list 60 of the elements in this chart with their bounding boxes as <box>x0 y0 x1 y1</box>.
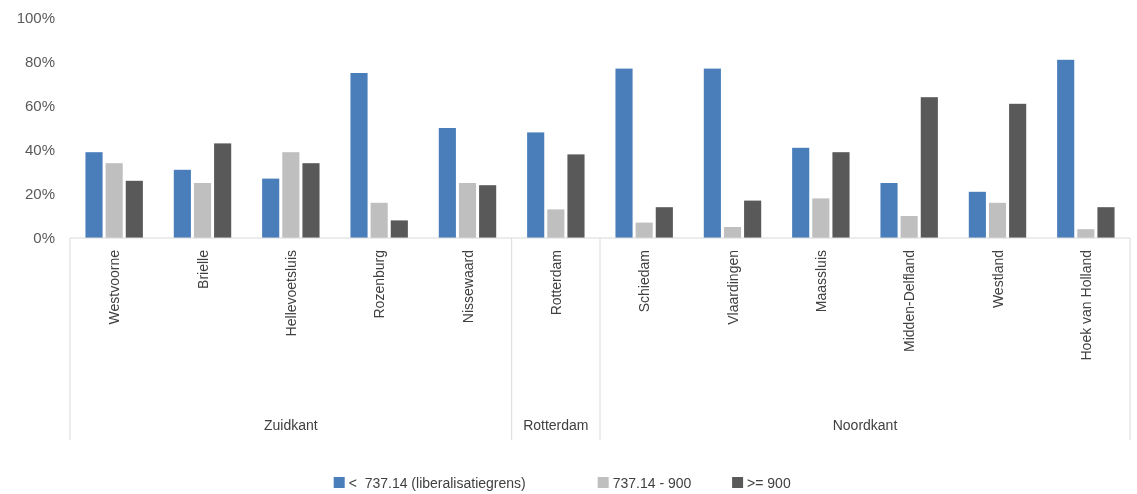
bar <box>988 202 1007 238</box>
bar <box>262 178 280 238</box>
bar <box>832 152 850 238</box>
x-tick-label: Rozenburg <box>371 250 388 319</box>
x-tick-label: Brielle <box>194 249 211 289</box>
bar <box>458 183 477 238</box>
legend-label: < 737.14 (liberalisatiegrens) <box>348 474 526 491</box>
x-tick-label: Hellevoetsluis <box>282 250 299 337</box>
y-tick-label: 100% <box>16 9 55 27</box>
bar <box>350 73 368 238</box>
bar <box>635 222 653 238</box>
bar <box>438 128 456 238</box>
y-tick-label: 0% <box>33 229 55 247</box>
x-tick-label: Westvoorne <box>106 249 123 325</box>
bar <box>105 163 123 238</box>
bar <box>85 152 103 238</box>
bar <box>723 227 742 238</box>
bar <box>125 180 143 238</box>
bar <box>547 209 565 238</box>
bar <box>1057 59 1075 238</box>
text: Zuidkant <box>263 417 318 433</box>
bar <box>655 207 673 238</box>
bar <box>370 202 388 238</box>
bar <box>900 216 918 238</box>
y-tick-label: 20% <box>24 185 55 203</box>
x-tick-label: Schiedam <box>636 250 653 313</box>
y-tick-label: 40% <box>24 141 55 159</box>
y-tick-label: 80% <box>24 53 55 71</box>
legend-label: 737.14 - 900 <box>612 474 692 491</box>
bar <box>812 198 830 238</box>
x-tick-label: Hoek van Holland <box>1077 250 1094 361</box>
bar <box>920 97 938 238</box>
y-tick-label: 60% <box>24 97 55 115</box>
bar <box>615 68 633 238</box>
bar <box>390 220 408 238</box>
text: Noordkant <box>832 417 898 433</box>
bar <box>479 185 497 238</box>
bar <box>1009 103 1027 238</box>
x-tick-label: Rotterdam <box>547 250 564 316</box>
bar <box>527 132 545 238</box>
bar <box>792 147 810 238</box>
bar <box>173 169 191 238</box>
bar <box>214 143 232 238</box>
bar <box>968 191 986 238</box>
bar <box>302 163 320 238</box>
bar <box>1077 229 1095 238</box>
x-tick-label: Midden-Delfland <box>901 250 918 352</box>
bar <box>703 68 721 238</box>
legend-label: >= 900 <box>747 474 791 491</box>
bar <box>1097 207 1115 238</box>
bar <box>744 200 762 238</box>
bar <box>880 183 898 238</box>
bar <box>282 152 300 238</box>
x-tick-label: Maassluis <box>812 250 829 313</box>
x-tick-label: Nissewaard <box>459 250 476 324</box>
x-tick-label: Westland <box>989 250 1006 309</box>
bar <box>193 183 212 238</box>
bar <box>567 154 585 238</box>
text: Rotterdam <box>523 417 589 433</box>
x-tick-label: Vlaardingen <box>724 250 741 325</box>
